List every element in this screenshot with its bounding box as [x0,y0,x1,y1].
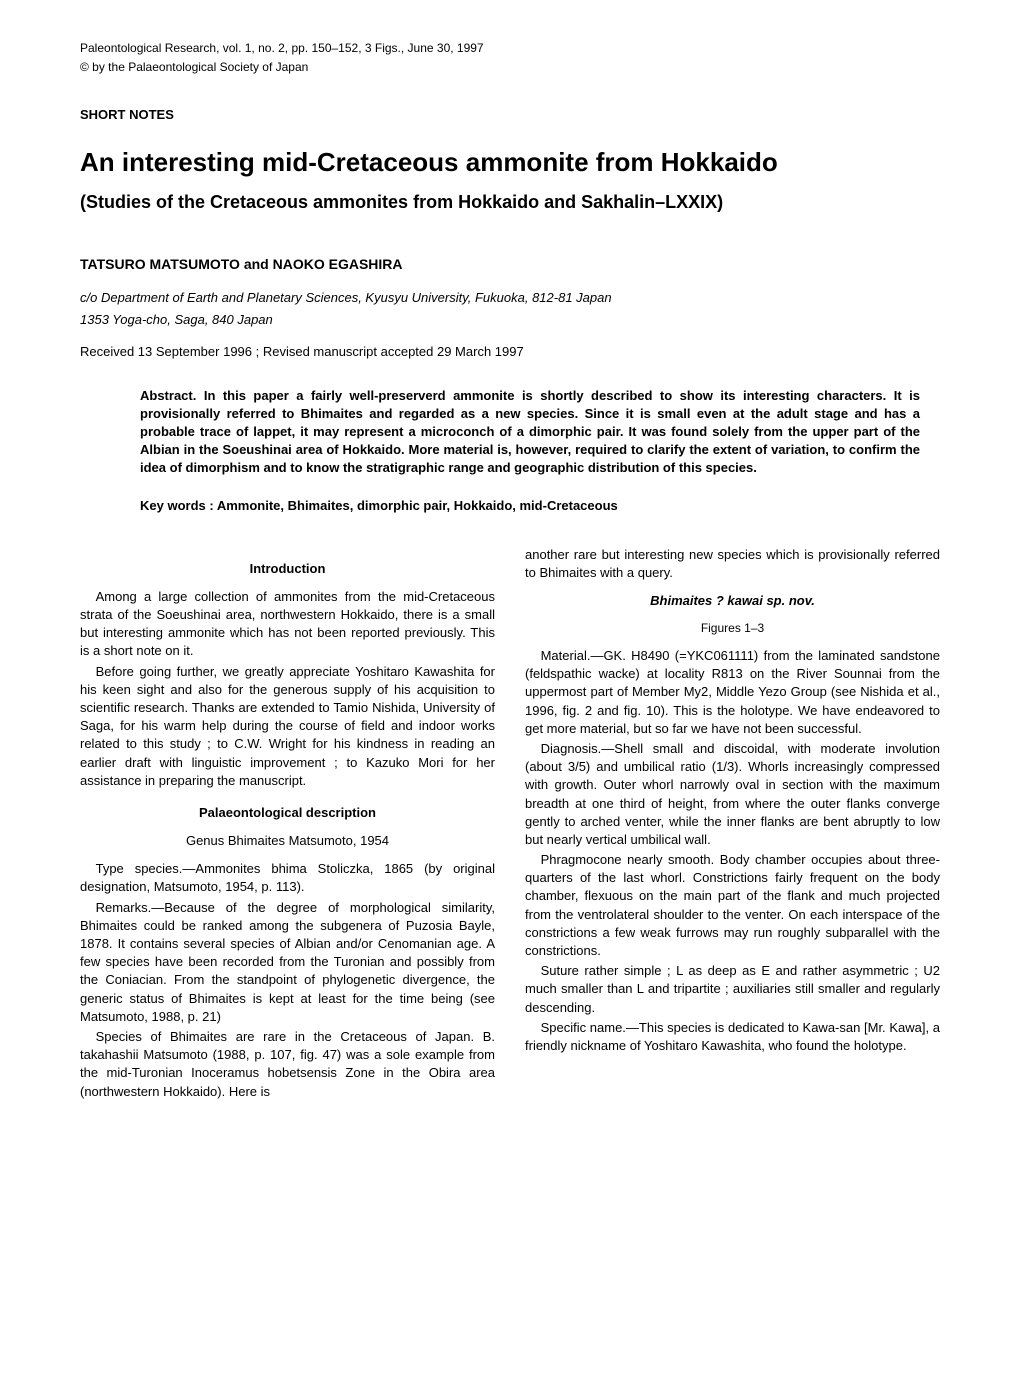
short-notes-label: SHORT NOTES [80,106,940,124]
keywords-block: Key words : Ammonite, Bhimaites, dimorph… [140,497,920,515]
intro-para-2: Before going further, we greatly appreci… [80,663,495,790]
introduction-heading: Introduction [80,560,495,578]
keywords-text: Ammonite, Bhimaites, dimorphic pair, Hok… [217,498,618,513]
material-para: Material.—GK. H8490 (=YKC061111) from th… [525,647,940,738]
copyright-line: © by the Palaeontological Society of Jap… [80,59,940,76]
palaeontological-heading: Palaeontological description [80,804,495,822]
right-column: another rare but interesting new species… [525,546,940,1103]
citation-line: Paleontological Research, vol. 1, no. 2,… [80,40,940,57]
continuation-para: another rare but interesting new species… [525,546,940,582]
type-species-para: Type species.—Ammonites bhima Stoliczka,… [80,860,495,896]
figures-label: Figures 1–3 [525,620,940,637]
article-subtitle: (Studies of the Cretaceous ammonites fro… [80,190,940,215]
authors: TATSURO MATSUMOTO and NAOKO EGASHIRA [80,255,940,275]
abstract-block: Abstract. In this paper a fairly well-pr… [140,387,920,478]
phragmocone-para: Phragmocone nearly smooth. Body chamber … [525,851,940,960]
species-heading: Bhimaites ? kawai sp. nov. [525,592,940,610]
specific-name-para: Specific name.—This species is dedicated… [525,1019,940,1055]
two-column-layout: Introduction Among a large collection of… [80,546,940,1103]
abstract-text: In this paper a fairly well-preserverd a… [140,388,920,476]
diagnosis-para: Diagnosis.—Shell small and discoidal, wi… [525,740,940,849]
article-title: An interesting mid-Cretaceous ammonite f… [80,144,940,180]
species-para: Species of Bhimaites are rare in the Cre… [80,1028,495,1101]
remarks-para: Remarks.—Because of the degree of morpho… [80,899,495,1026]
received-line: Received 13 September 1996 ; Revised man… [80,343,940,361]
suture-para: Suture rather simple ; L as deep as E an… [525,962,940,1017]
left-column: Introduction Among a large collection of… [80,546,495,1103]
keywords-label: Key words : [140,498,214,513]
intro-para-1: Among a large collection of ammonites fr… [80,588,495,661]
affiliation-2: 1353 Yoga-cho, Saga, 840 Japan [80,311,940,329]
genus-line: Genus Bhimaites Matsumoto, 1954 [80,832,495,850]
abstract-label: Abstract. [140,388,196,403]
affiliation-1: c/o Department of Earth and Planetary Sc… [80,289,940,307]
